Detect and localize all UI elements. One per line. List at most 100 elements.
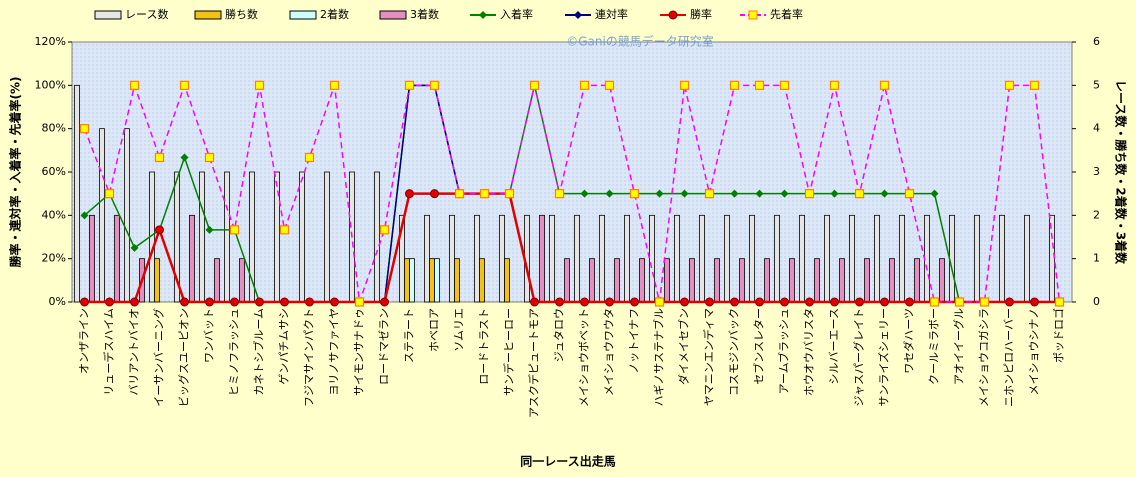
x-tick-label: リューデスハイム (102, 308, 116, 396)
marker (279, 225, 290, 235)
y-tick-label: 100% (35, 78, 66, 91)
marker (104, 189, 115, 199)
marker (730, 297, 739, 307)
x-tick-label: アオイイーグル (952, 308, 966, 385)
marker (679, 80, 690, 90)
marker (880, 189, 889, 198)
marker (155, 225, 164, 235)
legend-label: 連対率 (595, 7, 628, 21)
y2-tick-label: 2 (1093, 208, 1100, 221)
bar (814, 258, 820, 303)
marker (1030, 297, 1039, 307)
x-tick-label: サンライズシェリー (877, 308, 891, 407)
bar (939, 258, 945, 303)
y-tick-label: 0% (49, 295, 66, 308)
legend-swatch (94, 10, 122, 20)
x-axis-title: 同一レース出走馬 (520, 454, 615, 469)
bar (749, 214, 755, 303)
marker (905, 297, 914, 307)
x-tick-label: ノットイナフ (628, 308, 641, 374)
bar (114, 214, 120, 303)
marker (330, 297, 339, 307)
marker (830, 297, 839, 307)
marker (879, 80, 890, 90)
marker (380, 297, 389, 307)
x-tick-label: ワンバット (203, 308, 216, 363)
bar (589, 258, 595, 303)
bar (89, 214, 95, 303)
marker (1054, 297, 1065, 307)
marker (454, 189, 465, 199)
marker (205, 297, 214, 307)
bar (479, 258, 485, 303)
x-tick-label: クールミラボー (928, 308, 941, 385)
marker (580, 189, 589, 198)
marker (855, 297, 864, 307)
bar (574, 214, 580, 303)
marker (130, 243, 139, 252)
bar (1024, 214, 1030, 303)
line (84, 84, 1060, 303)
legend-label: 勝ち数 (225, 7, 258, 21)
x-tick-label: ワセダハーツ (902, 308, 916, 374)
marker (579, 80, 590, 90)
marker (1004, 80, 1015, 90)
marker (704, 189, 715, 199)
bar (824, 214, 830, 303)
marker (154, 152, 165, 163)
bar (699, 214, 705, 303)
bar (774, 214, 780, 303)
marker (680, 297, 689, 307)
bar (649, 214, 655, 303)
legend-marker (479, 11, 487, 19)
x-tick-label: ソムリエ (453, 308, 466, 352)
marker (854, 189, 865, 199)
marker (755, 189, 764, 198)
x-tick-label: メイショウボベット (578, 308, 591, 407)
bar (889, 258, 895, 303)
marker (329, 80, 340, 90)
y2-tick-label: 5 (1093, 78, 1100, 91)
bar (124, 128, 130, 303)
x-tick-label: ゲンパチムサシ (278, 308, 291, 385)
legend-marker (668, 10, 678, 20)
marker (654, 297, 665, 307)
marker (129, 80, 140, 90)
marker (880, 297, 889, 307)
bar (214, 258, 220, 303)
marker (180, 153, 189, 162)
bar (454, 258, 460, 303)
bar (274, 171, 280, 303)
x-tick-label: イーサンバーニング (152, 308, 166, 407)
marker (530, 297, 539, 307)
marker (229, 225, 240, 235)
marker (779, 80, 790, 90)
marker (979, 297, 990, 307)
x-tick-label: カネトシブルーム (252, 308, 266, 396)
legend-label: 勝率 (690, 7, 712, 21)
x-tick-label: アームブラッシュ (777, 308, 791, 394)
x-tick-label: バリアントバイオ (128, 308, 141, 396)
bar (154, 258, 160, 303)
marker (305, 297, 314, 307)
bar (424, 214, 430, 303)
y-tick-label: 40% (42, 208, 66, 221)
marker (404, 80, 415, 90)
legend-marker (748, 10, 758, 20)
legend-swatch (289, 10, 317, 20)
x-tick-label: ジャスパーグレイト (852, 308, 866, 406)
marker (354, 297, 365, 307)
bar (504, 258, 510, 303)
bar (864, 258, 870, 303)
bar (174, 171, 180, 303)
bar (474, 214, 480, 303)
y-tick-label: 60% (42, 165, 66, 178)
marker (79, 124, 90, 134)
marker (1029, 80, 1040, 90)
legend-swatch (379, 10, 407, 20)
marker (80, 211, 89, 220)
marker (730, 189, 739, 198)
bar (239, 258, 245, 303)
marker (580, 297, 589, 307)
bar (449, 214, 455, 303)
